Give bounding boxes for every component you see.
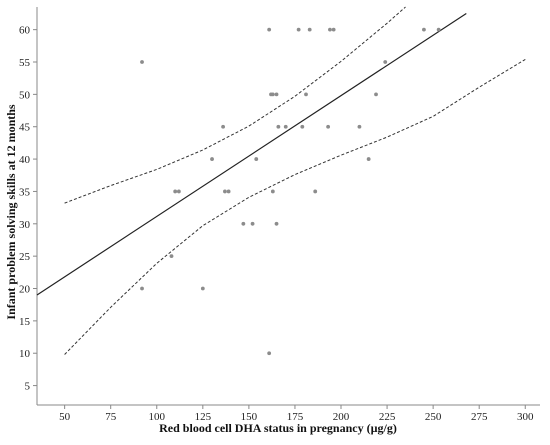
data-point bbox=[383, 60, 388, 64]
y-tick-label: 15 bbox=[19, 316, 31, 328]
y-tick-label: 40 bbox=[19, 154, 31, 166]
x-tick-label: 125 bbox=[195, 411, 212, 423]
data-point bbox=[274, 92, 279, 97]
data-point bbox=[173, 189, 178, 194]
x-tick-label: 75 bbox=[105, 411, 117, 423]
x-tick-label: 275 bbox=[471, 411, 488, 423]
data-point bbox=[296, 27, 301, 32]
data-point bbox=[307, 27, 312, 32]
confidence-bands bbox=[64, 6, 526, 355]
x-tick-label: 100 bbox=[149, 411, 166, 423]
data-point bbox=[241, 221, 246, 226]
data-point bbox=[357, 124, 362, 129]
y-tick-label: 50 bbox=[19, 89, 31, 101]
data-point bbox=[169, 254, 174, 259]
data-point bbox=[328, 27, 332, 32]
data-point bbox=[270, 189, 275, 194]
data-point bbox=[210, 157, 214, 161]
y-tick-label: 5 bbox=[25, 381, 31, 393]
x-tick-label: 150 bbox=[241, 411, 258, 423]
data-point bbox=[276, 124, 281, 129]
y-tick-label: 25 bbox=[19, 251, 31, 263]
x-axis-title: Red blood cell DHA status in pregnancy (… bbox=[159, 421, 397, 435]
data-point bbox=[422, 27, 426, 32]
data-point bbox=[140, 60, 144, 64]
fit-line bbox=[36, 12, 467, 296]
data-point bbox=[250, 221, 255, 226]
y-tick-label: 10 bbox=[19, 348, 31, 360]
data-point bbox=[267, 27, 272, 32]
data-point bbox=[436, 27, 441, 32]
x-tick-label: 175 bbox=[287, 411, 304, 423]
x-tick-label: 300 bbox=[517, 411, 534, 423]
x-tick-label: 50 bbox=[59, 411, 71, 423]
data-point bbox=[326, 124, 331, 129]
y-tick-label: 20 bbox=[19, 284, 31, 296]
y-tick-label: 30 bbox=[19, 219, 31, 231]
y-tick-label: 55 bbox=[19, 57, 31, 69]
y-tick-label: 35 bbox=[19, 186, 31, 198]
data-point bbox=[200, 286, 205, 291]
data-point bbox=[254, 157, 259, 161]
y-axis-title: Infant problem solving skills at 12 mont… bbox=[4, 104, 18, 319]
data-point bbox=[140, 286, 144, 291]
y-tick-label: 45 bbox=[19, 122, 31, 134]
data-point bbox=[221, 124, 225, 129]
y-tick-label: 60 bbox=[19, 25, 31, 37]
data-point bbox=[300, 124, 305, 129]
data-point bbox=[226, 189, 231, 194]
ci-upper-line bbox=[64, 6, 406, 204]
data-point bbox=[331, 27, 336, 32]
data-point bbox=[304, 92, 308, 97]
fit-line-group bbox=[36, 12, 467, 296]
ci-lower-line bbox=[64, 58, 526, 355]
x-tick-label: 200 bbox=[333, 411, 350, 423]
data-point bbox=[313, 189, 318, 194]
x-tick-label: 250 bbox=[425, 411, 442, 423]
data-point bbox=[374, 92, 378, 97]
data-point bbox=[267, 351, 272, 356]
data-point bbox=[223, 189, 227, 194]
data-point bbox=[274, 221, 279, 226]
data-point bbox=[366, 157, 371, 161]
data-point bbox=[176, 189, 181, 194]
x-tick-label: 225 bbox=[379, 411, 396, 423]
tick-labels: 50 75 100 125 150 175 200 225 250 275 300 5 10 15 20 25… bbox=[19, 25, 534, 423]
data-points bbox=[140, 27, 441, 356]
data-point bbox=[270, 92, 275, 97]
data-point bbox=[283, 124, 288, 129]
axes bbox=[33, 7, 540, 409]
